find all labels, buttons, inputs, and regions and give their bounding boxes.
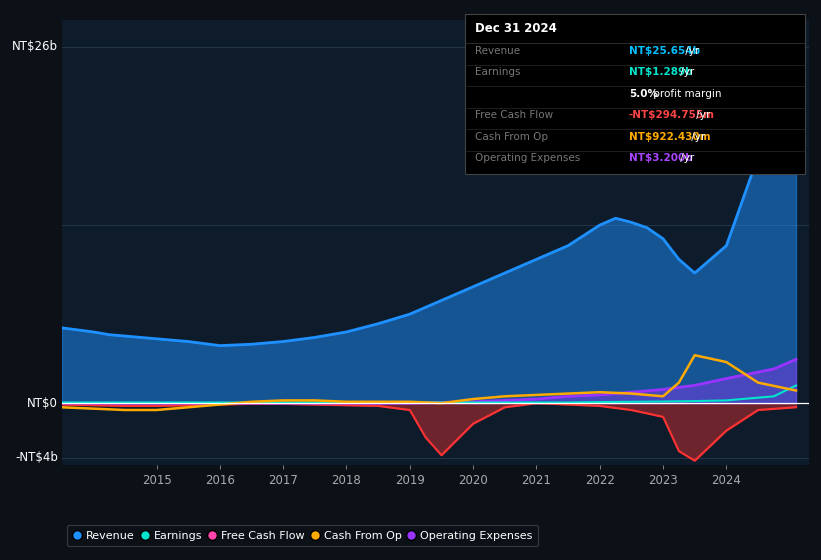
Text: /yr: /yr [682,46,699,56]
Text: -NT$4b: -NT$4b [15,451,57,464]
Text: Cash From Op: Cash From Op [475,132,548,142]
Text: Dec 31 2024: Dec 31 2024 [475,22,557,35]
Text: NT$26b: NT$26b [11,40,57,54]
Text: NT$1.289b: NT$1.289b [629,67,692,77]
Text: NT$0: NT$0 [27,396,57,410]
Text: /yr: /yr [677,67,695,77]
Text: /yr: /yr [677,153,695,164]
Text: NT$25.654b: NT$25.654b [629,46,700,56]
Text: -NT$294.755m: -NT$294.755m [629,110,715,120]
Text: Operating Expenses: Operating Expenses [475,153,580,164]
Text: Free Cash Flow: Free Cash Flow [475,110,553,120]
Text: 5.0%: 5.0% [629,89,658,99]
Text: NT$922.430m: NT$922.430m [629,132,710,142]
Text: Revenue: Revenue [475,46,520,56]
Text: profit margin: profit margin [650,89,722,99]
Text: /yr: /yr [693,110,710,120]
Legend: Revenue, Earnings, Free Cash Flow, Cash From Op, Operating Expenses: Revenue, Earnings, Free Cash Flow, Cash … [67,525,539,546]
Text: Earnings: Earnings [475,67,520,77]
Text: NT$3.200b: NT$3.200b [629,153,693,164]
Text: /yr: /yr [688,132,705,142]
